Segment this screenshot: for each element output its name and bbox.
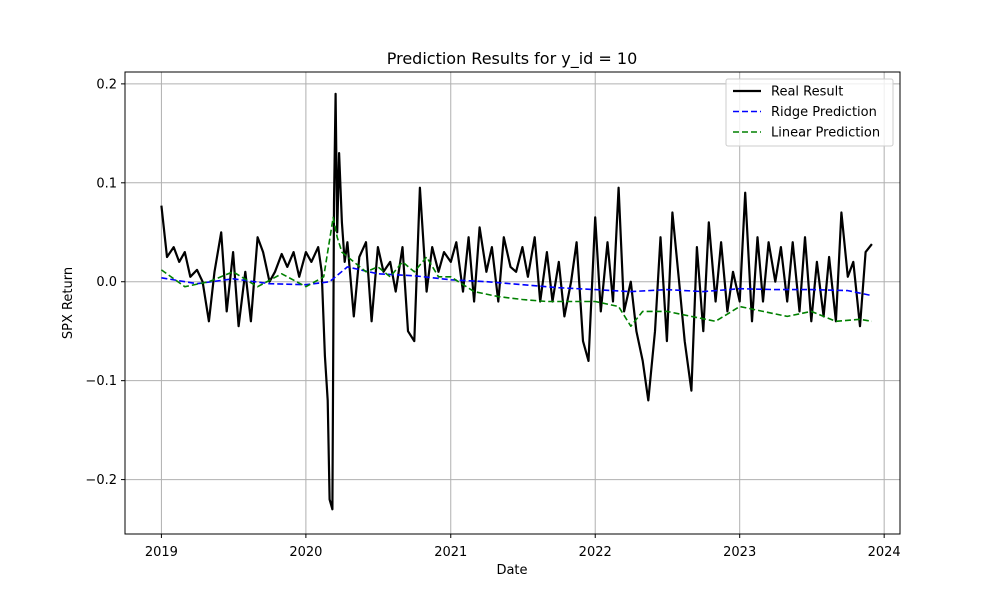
legend-box (725, 78, 894, 147)
y-tick-label: −0.2 (85, 473, 117, 488)
x-axis-label: Date (496, 563, 527, 578)
legend-label: Ridge Prediction (771, 105, 877, 120)
legend: Real Result Ridge Prediction Linear Predic… (725, 78, 894, 147)
y-axis-label: SPX Return (61, 267, 76, 339)
y-tick-label: 0.1 (96, 176, 117, 191)
y-tick-label: −0.1 (85, 374, 117, 389)
y-tick-label: 0.2 (96, 77, 117, 92)
series-line-ridge-prediction (161, 266, 873, 297)
y-axis-ticks: −0.2 −0.1 0.0 0.1 0.2 (85, 77, 125, 488)
x-axis-ticks: 2019 2020 2021 2022 2023 2024 (145, 534, 901, 560)
x-tick-label: 2020 (289, 545, 322, 560)
y-tick-label: 0.0 (96, 275, 117, 290)
x-tick-label: 2021 (434, 545, 467, 560)
legend-label: Real Result (771, 85, 843, 100)
legend-label: Linear Prediction (771, 126, 880, 141)
series-line-real-result (160, 92, 873, 511)
chart-title: Prediction Results for y_id = 10 (387, 49, 638, 69)
x-tick-label: 2022 (579, 545, 612, 560)
plot-frame (124, 71, 901, 535)
series-lines (160, 92, 873, 511)
x-tick-label: 2023 (723, 545, 756, 560)
series-line-linear-prediction (160, 216, 873, 328)
x-tick-label: 2019 (145, 545, 178, 560)
x-tick-label: 2024 (868, 545, 901, 560)
